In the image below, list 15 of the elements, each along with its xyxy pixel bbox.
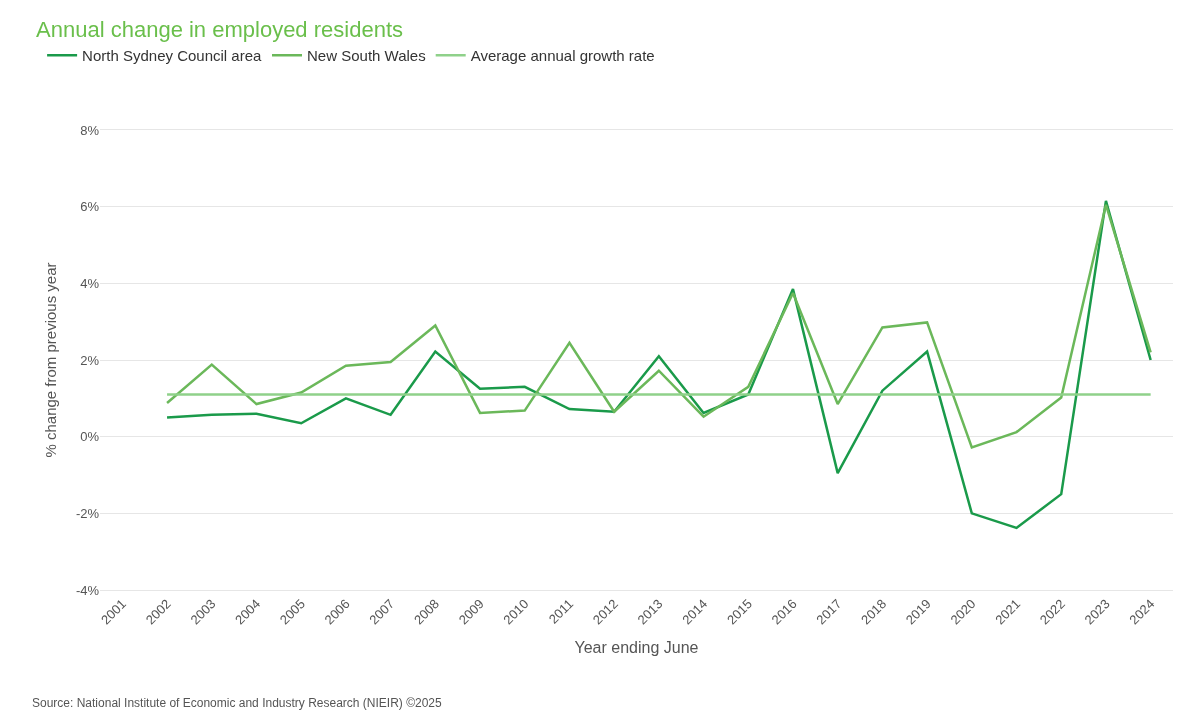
y-tick-label: -2% <box>75 505 100 521</box>
y-tick-label: 2% <box>80 352 100 368</box>
legend-label: New South Wales <box>307 47 426 65</box>
source-note: Source: National Institute of Economic and Industry Research (NIEIR) ©2025 <box>32 696 443 710</box>
legend-label: North Sydney Council area <box>82 47 263 65</box>
y-tick-label: -4% <box>75 582 100 598</box>
y-tick-label: 6% <box>80 199 100 215</box>
x-axis-title: Year ending June <box>574 638 699 656</box>
y-tick-label: 0% <box>80 429 100 445</box>
legend-label: Average annual growth rate <box>470 47 655 65</box>
line-series <box>165 203 1152 449</box>
chart-title: Annual change in employed residents <box>36 17 404 42</box>
y-tick-label: 8% <box>80 122 100 138</box>
y-axis-title: % change from previous year <box>42 262 60 458</box>
y-tick-label: 4% <box>80 275 100 291</box>
